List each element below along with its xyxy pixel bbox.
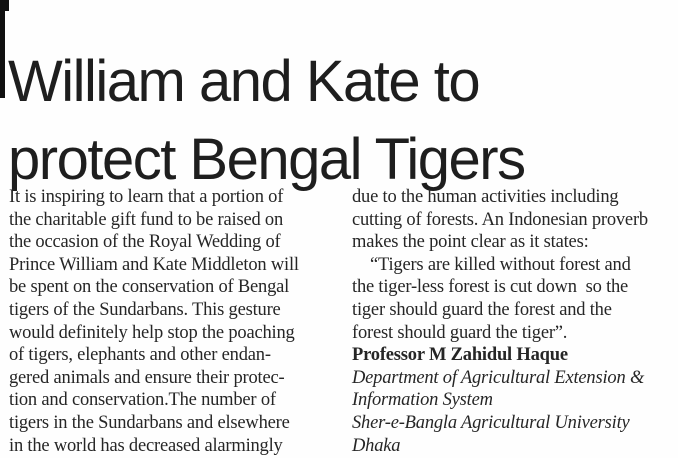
article-headline: William and Kate to protect Bengal Tigers	[8, 43, 668, 199]
text-line: in the world has decreased alarmingly	[9, 435, 283, 456]
text-line: makes the point clear as it states:	[352, 232, 589, 253]
article-body-column-right: due to the human activities including cut…	[352, 186, 676, 457]
text-line: tigers of the Sundarbans. This gesture	[9, 299, 281, 320]
text-line: tigers in the Sundarbans and elsewhere	[9, 412, 290, 433]
text-line: cutting of forests. An Indonesian prover…	[352, 209, 648, 230]
text-line: be spent on the conservation of Bengal	[9, 277, 290, 298]
text-line: gered animals and ensure their protec-	[9, 367, 285, 388]
text-line: William and Kate to	[8, 48, 481, 114]
text-line: of tigers, elephants and other endan-	[9, 345, 271, 366]
text-line: tion and conservation.The number of	[9, 390, 276, 411]
text-line: “Tigers are killed without forest and	[370, 254, 631, 275]
text-line: the occasion of the Royal Wedding of	[9, 232, 281, 253]
text-line: tiger should guard the forest and the	[352, 299, 612, 320]
scan-edge-mark-corner	[0, 0, 9, 11]
text-line: Sher-e-Bangla Agricultural University	[352, 412, 630, 433]
text-line: Information System	[352, 390, 493, 411]
text-line: forest should guard the tiger”.	[352, 322, 568, 343]
text-line: the tiger-less forest is cut down so the	[352, 277, 629, 298]
text-line: would definitely help stop the poaching	[9, 322, 295, 343]
text-line: due to the human activities including	[352, 187, 619, 207]
text-line: Dhaka	[352, 435, 401, 456]
article-body-column-left: It is inspiring to learn that a portion …	[9, 186, 343, 457]
text-line: Prince William and Kate Middleton will	[9, 254, 299, 275]
text-line: Professor M Zahidul Haque	[352, 345, 568, 366]
text-line: It is inspiring to learn that a portion …	[9, 187, 284, 207]
scan-edge-mark	[0, 0, 5, 98]
text-line: Department of Agricultural Extension &	[352, 367, 645, 388]
text-line: the charitable gift fund to be raised on	[9, 209, 284, 230]
text-line: protect Bengal Tigers	[8, 126, 526, 192]
